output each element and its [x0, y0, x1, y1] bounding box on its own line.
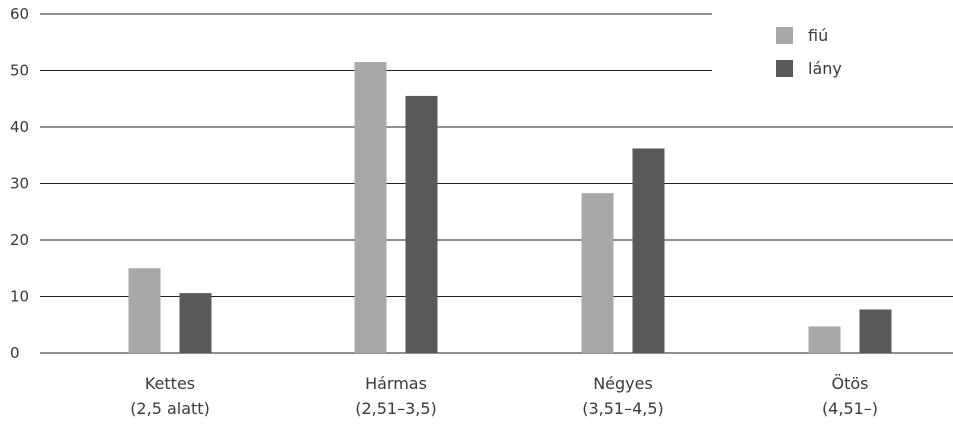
bar-fiú-0 [128, 268, 161, 353]
category-label: Kettes [145, 374, 195, 393]
category-label: Hármas [365, 374, 427, 393]
y-tick-label: 20 [10, 231, 29, 249]
x-axis-category-labels: Kettes (2,5 alatt) Hármas (2,51–3,5) Négyes (… [130, 374, 878, 418]
category-range-label: (2,5 alatt) [130, 399, 210, 418]
category-range-label: (3,51–4,5) [582, 399, 664, 418]
category-label: Négyes [593, 374, 653, 393]
legend-label-lány: lány [808, 59, 842, 78]
bar-fiú-1 [354, 62, 387, 354]
bar-lány-1 [405, 95, 438, 354]
bar-fiú-2 [581, 193, 614, 353]
y-tick-label: 30 [10, 175, 29, 193]
bar-lány-3 [859, 309, 892, 353]
bars [128, 62, 892, 354]
category-range-label: (4,51–) [822, 399, 878, 418]
legend-label-fiú: fiú [808, 26, 828, 45]
y-tick-label: 40 [10, 118, 29, 136]
legend: fiú lány [776, 26, 842, 78]
legend-swatch-lány [776, 60, 793, 77]
y-axis-tick-labels: 0 10 20 30 40 50 60 [10, 5, 29, 362]
legend-swatch-fiú [776, 27, 793, 44]
y-tick-label: 50 [10, 62, 29, 80]
y-tick-label: 0 [10, 344, 20, 362]
bar-lány-2 [632, 148, 665, 353]
bar-fiú-3 [808, 326, 841, 353]
y-tick-label: 10 [10, 288, 29, 306]
bar-lány-0 [179, 293, 212, 353]
y-tick-label: 60 [10, 5, 29, 23]
category-label: Ötös [832, 374, 869, 393]
category-range-label: (2,51–3,5) [355, 399, 437, 418]
